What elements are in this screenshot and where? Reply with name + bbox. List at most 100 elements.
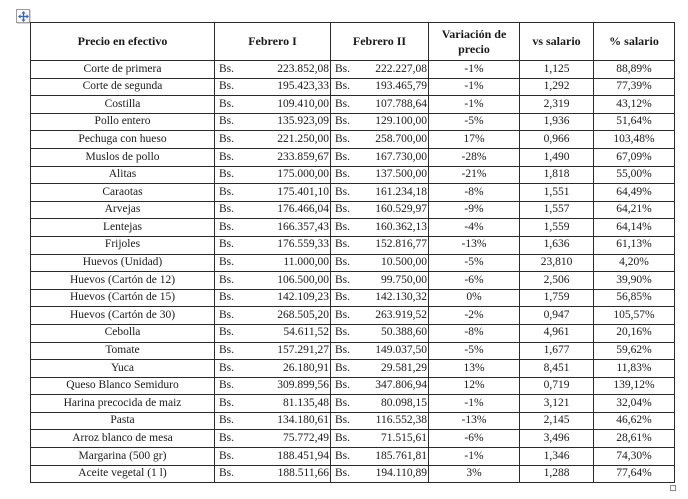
variation-cell[interactable]: -1% [428, 394, 520, 413]
pct-salario-cell[interactable]: 88,89% [593, 60, 675, 79]
vs-salario-cell[interactable]: 0,719 [519, 376, 594, 396]
variation-cell[interactable]: -5% [428, 112, 520, 132]
pct-salario-cell[interactable]: 105,57% [593, 306, 675, 325]
item-name-cell[interactable]: Huevos (Cartón de 30) [30, 306, 215, 325]
item-name-cell[interactable]: Huevos (Cartón de 12) [30, 271, 215, 290]
febrero2-cell[interactable]: Bs. 161.234,18 [330, 183, 429, 202]
febrero1-cell[interactable]: Bs. 81.135,48 [214, 394, 331, 413]
variation-cell[interactable]: -8% [428, 323, 520, 343]
header-febrero-1[interactable]: Febrero I [214, 22, 331, 61]
pct-salario-cell[interactable]: 74,30% [593, 447, 675, 466]
variation-cell[interactable]: -8% [428, 183, 520, 202]
header-vs-salario[interactable]: vs salario [519, 22, 594, 61]
vs-salario-cell[interactable]: 1,759 [519, 288, 594, 308]
vs-salario-cell[interactable]: 2,145 [519, 411, 594, 431]
febrero2-cell[interactable]: Bs. 29.581,29 [330, 359, 429, 378]
pct-salario-cell[interactable]: 4,20% [593, 253, 675, 273]
pct-salario-cell[interactable]: 139,12% [593, 376, 675, 396]
variation-cell[interactable]: -1% [428, 77, 520, 97]
item-name-cell[interactable]: Aceite vegetal (1 l) [30, 464, 215, 484]
pct-salario-cell[interactable]: 64,21% [593, 200, 675, 220]
item-name-cell[interactable]: Pollo entero [30, 112, 215, 132]
febrero2-cell[interactable]: Bs. 185.761,81 [330, 447, 429, 466]
pct-salario-cell[interactable]: 77,39% [593, 77, 675, 97]
item-name-cell[interactable]: Huevos (Unidad) [30, 253, 215, 273]
febrero2-cell[interactable]: Bs. 258.700,00 [330, 130, 429, 149]
variation-cell[interactable]: -28% [428, 147, 520, 167]
febrero1-cell[interactable]: Bs. 175.401,10 [214, 183, 331, 202]
item-name-cell[interactable]: Arvejas [30, 200, 215, 220]
item-name-cell[interactable]: Corte de segunda [30, 77, 215, 97]
febrero1-cell[interactable]: Bs. 221.250,00 [214, 130, 331, 149]
febrero1-cell[interactable]: Bs. 176.559,33 [214, 235, 331, 255]
febrero1-cell[interactable]: Bs. 309.899,56 [214, 376, 331, 396]
vs-salario-cell[interactable]: 1,636 [519, 235, 594, 255]
pct-salario-cell[interactable]: 20,16% [593, 323, 675, 343]
vs-salario-cell[interactable]: 1,490 [519, 147, 594, 167]
table-move-handle[interactable] [16, 9, 30, 23]
vs-salario-cell[interactable]: 1,818 [519, 165, 594, 185]
pct-salario-cell[interactable]: 77,64% [593, 464, 675, 484]
variation-cell[interactable]: -13% [428, 411, 520, 431]
febrero1-cell[interactable]: Bs. 233.859,67 [214, 147, 331, 167]
header-precio-en-efectivo[interactable]: Precio en efectivo [30, 22, 215, 61]
febrero2-cell[interactable]: Bs. 149.037,50 [330, 341, 429, 361]
febrero1-cell[interactable]: Bs. 54.611,52 [214, 323, 331, 343]
variation-cell[interactable]: 0% [428, 288, 520, 308]
item-name-cell[interactable]: Corte de primera [30, 60, 215, 79]
variation-cell[interactable]: 3% [428, 464, 520, 484]
febrero2-cell[interactable]: Bs. 129.100,00 [330, 112, 429, 132]
pct-salario-cell[interactable]: 43,12% [593, 95, 675, 114]
item-name-cell[interactable]: Cebolla [30, 323, 215, 343]
vs-salario-cell[interactable]: 3,496 [519, 429, 594, 449]
item-name-cell[interactable]: Frijoles [30, 235, 215, 255]
pct-salario-cell[interactable]: 11,83% [593, 359, 675, 378]
febrero1-cell[interactable]: Bs. 142.109,23 [214, 288, 331, 308]
item-name-cell[interactable]: Muslos de pollo [30, 147, 215, 167]
febrero2-cell[interactable]: Bs. 160.529,97 [330, 200, 429, 220]
febrero1-cell[interactable]: Bs. 109.410,00 [214, 95, 331, 114]
variation-cell[interactable]: -1% [428, 95, 520, 114]
febrero1-cell[interactable]: Bs. 11.000,00 [214, 253, 331, 273]
vs-salario-cell[interactable]: 8,451 [519, 359, 594, 378]
febrero1-cell[interactable]: Bs. 176.466,04 [214, 200, 331, 220]
header-pct-salario[interactable]: % salario [593, 22, 675, 61]
febrero1-cell[interactable]: Bs. 195.423,33 [214, 77, 331, 97]
vs-salario-cell[interactable]: 23,810 [519, 253, 594, 273]
vs-salario-cell[interactable]: 1,346 [519, 447, 594, 466]
vs-salario-cell[interactable]: 1,551 [519, 183, 594, 202]
item-name-cell[interactable]: Costilla [30, 95, 215, 114]
febrero2-cell[interactable]: Bs. 71.515,61 [330, 429, 429, 449]
vs-salario-cell[interactable]: 2,506 [519, 271, 594, 290]
variation-cell[interactable]: -5% [428, 253, 520, 273]
febrero1-cell[interactable]: Bs. 188.451,94 [214, 447, 331, 466]
pct-salario-cell[interactable]: 64,14% [593, 218, 675, 237]
pct-salario-cell[interactable]: 32,04% [593, 394, 675, 413]
febrero1-cell[interactable]: Bs. 26.180,91 [214, 359, 331, 378]
febrero1-cell[interactable]: Bs. 175.000,00 [214, 165, 331, 185]
vs-salario-cell[interactable]: 3,121 [519, 394, 594, 413]
pct-salario-cell[interactable]: 46,62% [593, 411, 675, 431]
item-name-cell[interactable]: Lentejas [30, 218, 215, 237]
variation-cell[interactable]: -4% [428, 218, 520, 237]
item-name-cell[interactable]: Alitas [30, 165, 215, 185]
febrero1-cell[interactable]: Bs. 268.505,20 [214, 306, 331, 325]
variation-cell[interactable]: -6% [428, 271, 520, 290]
vs-salario-cell[interactable]: 0,947 [519, 306, 594, 325]
febrero2-cell[interactable]: Bs. 142.130,32 [330, 288, 429, 308]
febrero2-cell[interactable]: Bs. 50.388,60 [330, 323, 429, 343]
febrero2-cell[interactable]: Bs. 347.806,94 [330, 376, 429, 396]
item-name-cell[interactable]: Pechuga con hueso [30, 130, 215, 149]
febrero2-cell[interactable]: Bs. 167.730,00 [330, 147, 429, 167]
febrero2-cell[interactable]: Bs. 116.552,38 [330, 411, 429, 431]
pct-salario-cell[interactable]: 67,09% [593, 147, 675, 167]
variation-cell[interactable]: -6% [428, 429, 520, 449]
table-resize-handle[interactable] [670, 485, 676, 491]
vs-salario-cell[interactable]: 1,557 [519, 200, 594, 220]
pct-salario-cell[interactable]: 39,90% [593, 271, 675, 290]
variation-cell[interactable]: -9% [428, 200, 520, 220]
item-name-cell[interactable]: Caraotas [30, 183, 215, 202]
febrero2-cell[interactable]: Bs. 80.098,15 [330, 394, 429, 413]
pct-salario-cell[interactable]: 56,85% [593, 288, 675, 308]
febrero2-cell[interactable]: Bs. 263.919,52 [330, 306, 429, 325]
